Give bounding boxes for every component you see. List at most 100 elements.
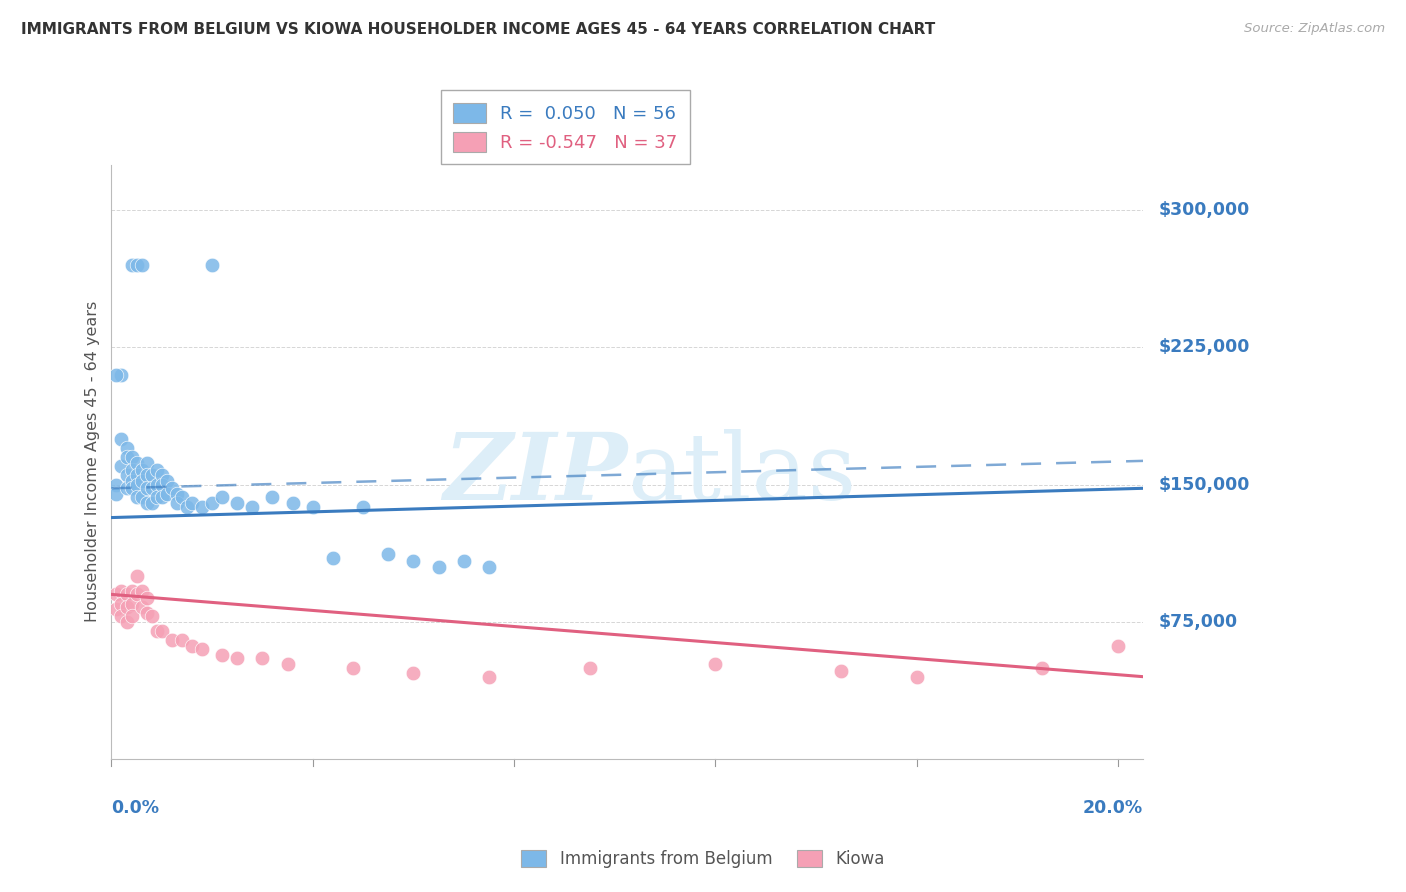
Point <box>110 432 132 446</box>
Legend: Immigrants from Belgium, Kiowa: Immigrants from Belgium, Kiowa <box>515 843 891 875</box>
Point <box>145 477 167 491</box>
Point <box>402 666 425 681</box>
Point <box>226 651 249 665</box>
Point <box>211 491 233 505</box>
Point <box>110 609 132 624</box>
Point <box>135 481 157 495</box>
Point <box>176 500 198 514</box>
Text: $300,000: $300,000 <box>1159 202 1250 219</box>
Point <box>277 657 299 671</box>
Point <box>704 657 727 671</box>
Point <box>131 491 153 505</box>
Point <box>125 569 148 583</box>
Point <box>211 648 233 662</box>
Point <box>160 481 183 495</box>
Point <box>110 597 132 611</box>
Point <box>131 600 153 615</box>
Text: ZIP: ZIP <box>443 429 627 518</box>
Point <box>135 606 157 620</box>
Point <box>252 651 274 665</box>
Text: IMMIGRANTS FROM BELGIUM VS KIOWA HOUSEHOLDER INCOME AGES 45 - 64 YEARS CORRELATI: IMMIGRANTS FROM BELGIUM VS KIOWA HOUSEHO… <box>21 22 935 37</box>
Point <box>427 560 450 574</box>
Text: $150,000: $150,000 <box>1159 475 1250 493</box>
Point <box>121 258 143 272</box>
Point <box>905 670 928 684</box>
Point <box>1031 660 1053 674</box>
Point <box>115 481 138 495</box>
Point <box>191 642 214 657</box>
Point <box>115 441 138 455</box>
Point <box>115 468 138 483</box>
Point <box>166 496 188 510</box>
Point <box>125 477 148 491</box>
Point <box>170 633 193 648</box>
Point <box>125 258 148 272</box>
Point <box>145 624 167 638</box>
Point <box>115 615 138 629</box>
Point <box>1107 639 1129 653</box>
Point <box>150 624 173 638</box>
Point <box>125 587 148 601</box>
Text: $75,000: $75,000 <box>1159 613 1237 631</box>
Point <box>141 496 163 510</box>
Point <box>478 560 501 574</box>
Point <box>105 587 128 601</box>
Point <box>141 468 163 483</box>
Text: 0.0%: 0.0% <box>111 799 159 817</box>
Y-axis label: Householder Income Ages 45 - 64 years: Householder Income Ages 45 - 64 years <box>86 301 100 623</box>
Point <box>131 474 153 488</box>
Point <box>121 474 143 488</box>
Point <box>342 660 364 674</box>
Point <box>135 468 157 483</box>
Point <box>141 609 163 624</box>
Point <box>131 583 153 598</box>
Point <box>150 468 173 483</box>
Point <box>105 368 128 382</box>
Point <box>156 474 179 488</box>
Text: Source: ZipAtlas.com: Source: ZipAtlas.com <box>1244 22 1385 36</box>
Point <box>322 550 344 565</box>
Point <box>377 547 399 561</box>
Point <box>191 500 214 514</box>
Point <box>830 664 852 678</box>
Point <box>105 477 128 491</box>
Legend: R =  0.050   N = 56, R = -0.547   N = 37: R = 0.050 N = 56, R = -0.547 N = 37 <box>440 90 690 164</box>
Text: atlas: atlas <box>627 429 856 518</box>
Point <box>131 463 153 477</box>
Point <box>125 468 148 483</box>
Point <box>160 633 183 648</box>
Point <box>453 554 475 568</box>
Point <box>166 487 188 501</box>
Point <box>121 481 143 495</box>
Point <box>125 456 148 470</box>
Point <box>110 368 132 382</box>
Point <box>201 258 224 272</box>
Point <box>281 496 304 510</box>
Point <box>135 591 157 605</box>
Point <box>105 487 128 501</box>
Point <box>578 660 600 674</box>
Point <box>262 491 284 505</box>
Point <box>402 554 425 568</box>
Point <box>352 500 374 514</box>
Point <box>156 487 179 501</box>
Point <box>125 491 148 505</box>
Point <box>141 481 163 495</box>
Point <box>201 496 224 510</box>
Point <box>301 500 323 514</box>
Point <box>131 258 153 272</box>
Point <box>145 491 167 505</box>
Text: $225,000: $225,000 <box>1159 338 1250 357</box>
Point <box>150 491 173 505</box>
Point <box>115 450 138 465</box>
Point <box>110 583 132 598</box>
Point <box>121 450 143 465</box>
Point <box>115 587 138 601</box>
Point <box>170 491 193 505</box>
Point <box>478 670 501 684</box>
Point <box>181 639 204 653</box>
Point <box>115 600 138 615</box>
Point <box>121 597 143 611</box>
Point <box>145 463 167 477</box>
Point <box>135 496 157 510</box>
